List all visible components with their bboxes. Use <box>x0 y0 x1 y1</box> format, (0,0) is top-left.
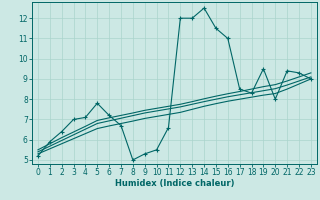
X-axis label: Humidex (Indice chaleur): Humidex (Indice chaleur) <box>115 179 234 188</box>
